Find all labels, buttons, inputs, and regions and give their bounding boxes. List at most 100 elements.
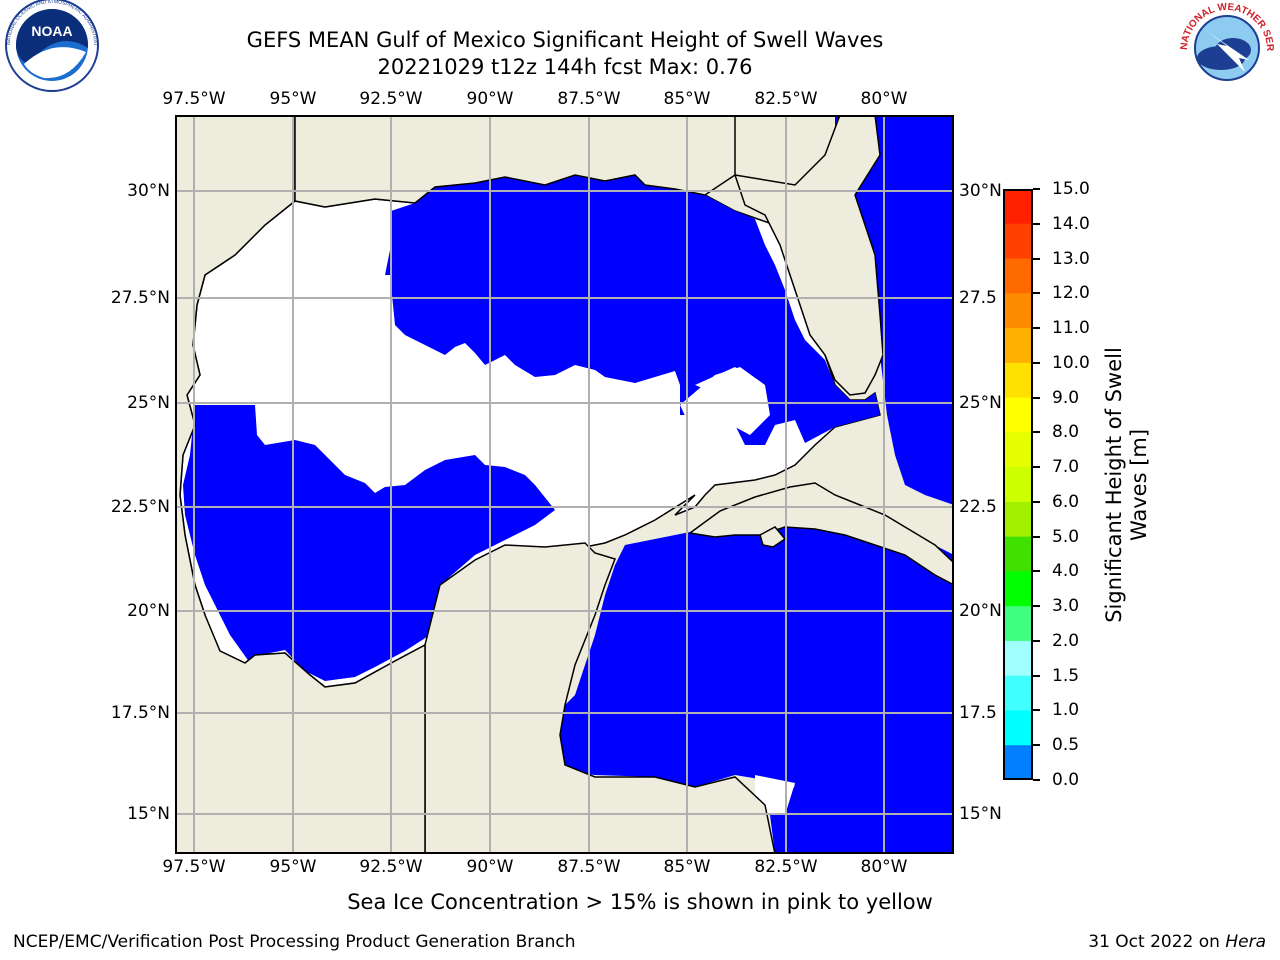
lat-label-left: 17.5°N — [110, 703, 170, 723]
graticule — [175, 115, 954, 854]
colorbar-segment — [1003, 571, 1033, 607]
colorbar-tick-mark — [1033, 292, 1040, 295]
colorbar-tick-label: 9.0 — [1052, 387, 1080, 408]
lat-label-right: 20°N — [959, 601, 1002, 621]
lat-label-right: 27.5 — [959, 288, 997, 308]
colorbar-segment — [1003, 328, 1033, 364]
lon-label-top: 85°W — [663, 89, 711, 109]
lon-label-bottom: 85°W — [663, 857, 711, 877]
lat-label-right: 25°N — [959, 393, 1002, 413]
colorbar-tick-mark — [1033, 709, 1040, 712]
lon-label-top: 97.5°W — [162, 89, 226, 109]
colorbar-tick-mark — [1033, 605, 1040, 608]
lat-label-left: 15°N — [127, 804, 170, 824]
colorbar-segment — [1003, 710, 1033, 746]
colorbar-segment — [1003, 293, 1033, 329]
colorbar-tick-label: 8.0 — [1052, 422, 1080, 443]
lon-label-top: 90°W — [466, 89, 514, 109]
colorbar-tick-mark — [1033, 396, 1040, 399]
colorbar-tick-mark — [1033, 535, 1040, 538]
colorbar-tick-mark — [1033, 744, 1040, 747]
colorbar-frame — [1003, 189, 1033, 780]
lon-label-bottom: 92.5°W — [359, 857, 423, 877]
colorbar-tick-label: 0.5 — [1052, 735, 1080, 756]
colorbar-tick-label: 15.0 — [1052, 179, 1090, 199]
colorbar-tick-mark — [1033, 500, 1040, 503]
colorbar-tick-label: 2.0 — [1052, 630, 1080, 651]
lat-label-left: 27.5°N — [110, 288, 170, 308]
colorbar-segment — [1003, 189, 1033, 225]
map-panel — [175, 115, 954, 854]
footer-date: 31 Oct 2022 on — [1088, 932, 1226, 952]
colorbar-tick-label: 14.0 — [1052, 213, 1090, 234]
colorbar-segment — [1003, 223, 1033, 260]
colorbar-tick-mark — [1033, 674, 1040, 677]
swell-region-atlantic — [835, 115, 954, 505]
lat-label-left: 20°N — [127, 601, 170, 621]
colorbar-label: Significant Height of Swell Waves [m] — [1102, 347, 1152, 623]
swell-region-eastern-gulf — [385, 175, 880, 445]
footer-right: 31 Oct 2022 on Hera — [1088, 932, 1266, 952]
colorbar-tick-label: 0.0 — [1052, 770, 1080, 790]
colorbar-tick-mark — [1033, 570, 1040, 573]
lon-label-bottom: 95°W — [269, 857, 317, 877]
colorbar-segment — [1003, 467, 1033, 503]
colorbar-segment — [1003, 362, 1033, 399]
land-isla-juventud — [759, 526, 787, 548]
colorbar-tick-mark — [1033, 327, 1040, 330]
footer-machine: Hera — [1225, 932, 1266, 952]
colorbar-tick-label: 12.0 — [1052, 283, 1090, 304]
lon-label-top: 92.5°W — [359, 89, 423, 109]
lat-label-left: 22.5°N — [110, 497, 170, 517]
colorbar-tick-label: 3.0 — [1052, 596, 1080, 617]
colorbar-tick-label: 13.0 — [1052, 248, 1090, 269]
lon-label-top: 95°W — [269, 89, 317, 109]
swell-region-caribbean — [545, 525, 954, 854]
colorbar-segment — [1003, 432, 1033, 468]
lon-label-bottom: 90°W — [466, 857, 514, 877]
colorbar-label-line2: Waves [m] — [1127, 428, 1151, 542]
colorbar-tick-mark — [1033, 222, 1040, 225]
colorbar-tick-label: 1.5 — [1052, 665, 1080, 686]
lon-label-top: 87.5°W — [557, 89, 621, 109]
colorbar-tick-label: 5.0 — [1052, 526, 1080, 547]
footer-left: NCEP/EMC/Verification Post Processing Pr… — [13, 932, 576, 952]
lat-label-left: 30°N — [127, 181, 170, 201]
lon-label-bottom: 80°W — [860, 857, 908, 877]
sea-ice-caption: Sea Ice Concentration > 15% is shown in … — [347, 890, 933, 914]
lon-label-bottom: 97.5°W — [162, 857, 226, 877]
nws-logo: NATIONAL WEATHER SERVICE — [1171, 0, 1280, 100]
land-mexico — [175, 115, 426, 854]
colorbar-tick-label: 6.0 — [1052, 491, 1080, 512]
map-subtitle: 20221029 t12z 144h fcst Max: 0.76 — [377, 55, 753, 79]
colorbar-tick-mark — [1033, 257, 1040, 260]
colorbar-tick-mark — [1033, 361, 1040, 364]
colorbar-segment — [1003, 258, 1033, 294]
colorbar-tick-mark — [1033, 188, 1040, 190]
noaa-logo-text: NOAA — [31, 23, 72, 39]
colorbar-segment — [1003, 745, 1033, 780]
colorbar — [1003, 189, 1033, 780]
colorbar-label-line1: Significant Height of Swell — [1102, 347, 1126, 623]
colorbar-segment — [1003, 397, 1033, 433]
colorbar-tick-mark — [1033, 639, 1040, 642]
lat-label-left: 25°N — [127, 393, 170, 413]
lon-label-bottom: 87.5°W — [557, 857, 621, 877]
map-frame — [175, 115, 954, 854]
white-pocket — [695, 367, 765, 393]
colorbar-tick-label: 10.0 — [1052, 352, 1090, 373]
lat-label-right: 30°N — [959, 181, 1002, 201]
colorbar-tick-label: 1.0 — [1052, 700, 1080, 721]
lat-label-right: 22.5 — [959, 497, 997, 517]
colorbar-segment — [1003, 501, 1033, 538]
colorbar-segment — [1003, 675, 1033, 711]
colorbar-tick-mark — [1033, 466, 1040, 469]
lon-label-bottom: 82.5°W — [754, 857, 818, 877]
colorbar-tick-mark — [1033, 779, 1040, 781]
lon-label-top: 82.5°W — [754, 89, 818, 109]
colorbar-segment — [1003, 640, 1033, 677]
lon-label-top: 80°W — [860, 89, 908, 109]
map-title: GEFS MEAN Gulf of Mexico Significant Hei… — [246, 28, 884, 52]
colorbar-segment — [1003, 536, 1033, 572]
lat-label-right: 17.5 — [959, 703, 997, 723]
